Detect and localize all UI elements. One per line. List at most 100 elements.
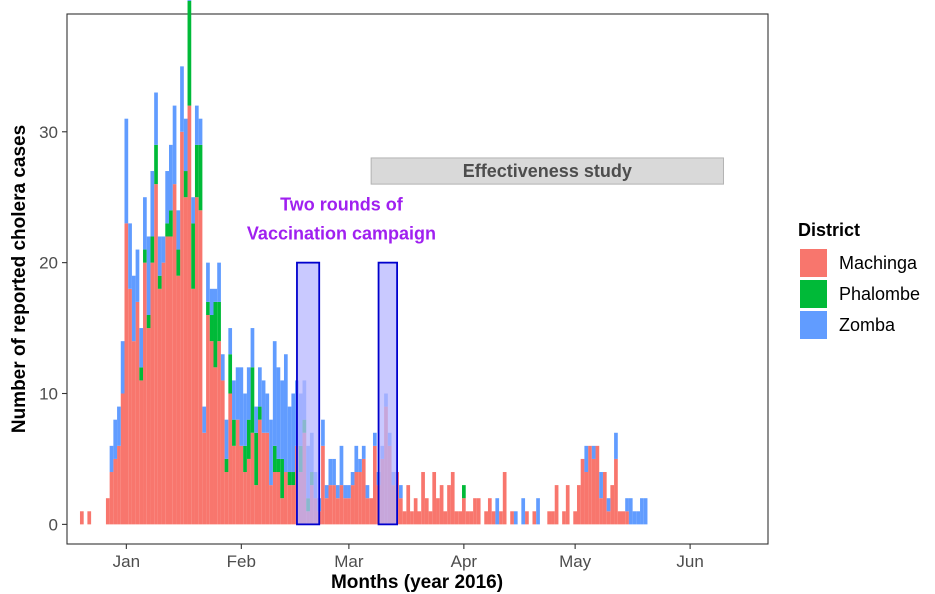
x-tick-label: Apr — [451, 552, 478, 571]
bar-zomba — [154, 92, 158, 145]
bar-machinga — [254, 485, 259, 525]
x-tick-label: Mar — [334, 552, 364, 571]
bar-machinga — [169, 236, 173, 525]
vaccination-round-1-box — [296, 261, 321, 526]
bar-zomba — [206, 262, 210, 302]
bar-machinga — [191, 288, 195, 525]
bar-machinga — [128, 288, 132, 525]
bar-phalombe — [165, 223, 169, 237]
bar-machinga — [261, 432, 266, 525]
bar-machinga — [183, 197, 188, 525]
bar-machinga — [146, 328, 151, 525]
bar-zomba — [113, 419, 118, 459]
bar-zomba — [146, 236, 151, 315]
bar-machinga — [213, 367, 218, 525]
bar-machinga — [139, 380, 144, 525]
bar-phalombe — [146, 314, 151, 329]
bar-machinga — [202, 432, 207, 525]
bar-machinga — [417, 511, 422, 525]
bar-machinga — [476, 498, 481, 525]
x-tick-label: May — [559, 552, 592, 571]
y-tick-label: 30 — [39, 123, 58, 142]
bar-zomba — [228, 328, 233, 355]
legend-label-machinga: Machinga — [839, 253, 918, 273]
bar-phalombe — [462, 485, 466, 499]
bar-phalombe — [176, 249, 181, 276]
bar-machinga — [602, 472, 607, 525]
bar-phalombe — [258, 406, 262, 420]
bar-machinga — [283, 472, 288, 525]
bar-zomba — [280, 380, 284, 459]
bar-zomba — [157, 236, 162, 276]
bar-phalombe — [198, 144, 203, 211]
bar-machinga — [410, 511, 414, 525]
bar-phalombe — [287, 472, 292, 486]
legend-key-phalombe — [800, 280, 827, 308]
bar-machinga — [198, 210, 203, 525]
bar-zomba — [198, 118, 203, 145]
bar-zomba — [124, 118, 129, 224]
bar-zomba — [332, 458, 336, 486]
bar-machinga — [258, 419, 262, 525]
legend-key-zomba — [800, 311, 827, 339]
bar-zomba — [343, 485, 348, 499]
bar-machinga — [473, 498, 477, 525]
bar-machinga — [454, 511, 459, 525]
bar-machinga — [436, 498, 440, 525]
bar-phalombe — [154, 144, 158, 185]
bar-machinga — [547, 511, 552, 525]
bar-machinga — [398, 498, 403, 525]
bar-zomba — [239, 367, 244, 446]
bar-zomba — [269, 419, 273, 486]
bar-zomba — [291, 393, 296, 473]
bar-zomba — [591, 445, 596, 459]
bar-machinga — [595, 445, 600, 525]
bar-zomba — [150, 171, 155, 237]
bar-zomba — [640, 498, 644, 525]
legend-label-phalombe: Phalombe — [839, 284, 920, 304]
bar-phalombe — [183, 171, 188, 198]
bar-machinga — [591, 458, 596, 525]
y-axis-title: Number of reported cholera cases — [9, 125, 30, 433]
bar-zomba — [194, 105, 199, 145]
bar-machinga — [599, 498, 603, 525]
bar-machinga — [239, 445, 244, 525]
bar-phalombe — [213, 301, 218, 368]
y-axis: 0 10 20 30 — [39, 123, 67, 534]
bar-zomba — [220, 354, 225, 381]
bar-zomba — [187, 0, 192, 1]
bar-machinga — [525, 511, 529, 525]
vaccination-label-line-2: Vaccination campaign — [247, 223, 436, 243]
bar-machinga — [124, 223, 129, 525]
bar-zomba — [398, 485, 403, 499]
bar-zomba — [131, 275, 136, 342]
bar-machinga — [113, 458, 118, 525]
bar-machinga — [287, 485, 292, 525]
bar-machinga — [339, 485, 344, 525]
bar-zomba — [265, 393, 270, 433]
bar-machinga — [372, 445, 377, 525]
bar-zomba — [246, 367, 251, 420]
bar-machinga — [428, 511, 433, 525]
bar-machinga — [580, 458, 585, 525]
bar-zomba — [584, 445, 589, 473]
bar-machinga — [335, 498, 340, 525]
bar-machinga — [421, 472, 425, 525]
bar-machinga — [217, 341, 221, 525]
y-tick-label: 0 — [49, 515, 58, 534]
bar-zomba — [161, 236, 166, 263]
bar-machinga — [180, 131, 184, 525]
bar-machinga — [206, 314, 210, 525]
bar-machinga — [354, 472, 359, 525]
bar-machinga — [246, 458, 251, 525]
bar-machinga — [105, 498, 110, 525]
bar-machinga — [443, 511, 448, 525]
bar-machinga — [109, 472, 114, 525]
bar-zomba — [120, 341, 125, 394]
bar-zomba — [224, 419, 229, 459]
bar-machinga — [276, 472, 281, 525]
bar-zomba — [372, 432, 377, 446]
bar-phalombe — [254, 432, 259, 486]
bar-zomba — [335, 485, 340, 499]
